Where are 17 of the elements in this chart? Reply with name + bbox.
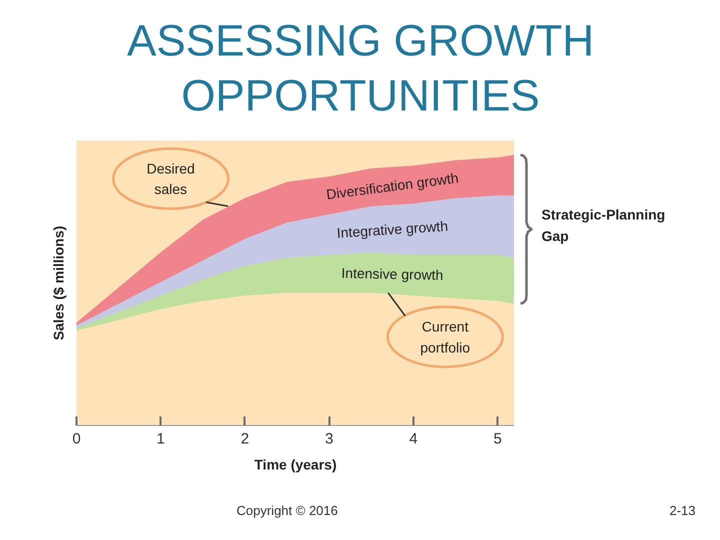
x-tick-label: 3 (325, 430, 334, 448)
text: Strategic-Planning Gap (542, 206, 666, 244)
series-label: Integrative growth (336, 218, 448, 241)
y-axis-title: Sales ($ millions) (50, 226, 66, 340)
series-label: Diversification growth (325, 170, 460, 202)
annotation: Desired sales (146, 160, 195, 198)
x-tick-label: 0 (72, 430, 81, 448)
x-tick-label: 2 (240, 430, 250, 448)
text: Copyright © 2016 (236, 503, 338, 518)
x-tick-label: 1 (156, 430, 165, 448)
annotation: Current portfolio (420, 318, 470, 356)
x-tick-label: 5 (493, 430, 502, 448)
series-label: Intensive growth (341, 264, 444, 284)
chart-title: ASSESSING GROWTH OPPORTUNITIES (127, 16, 594, 120)
x-tick-label: 4 (409, 430, 418, 448)
x-axis-title: Time (years) (254, 456, 337, 472)
text: 2-13 (669, 503, 696, 518)
